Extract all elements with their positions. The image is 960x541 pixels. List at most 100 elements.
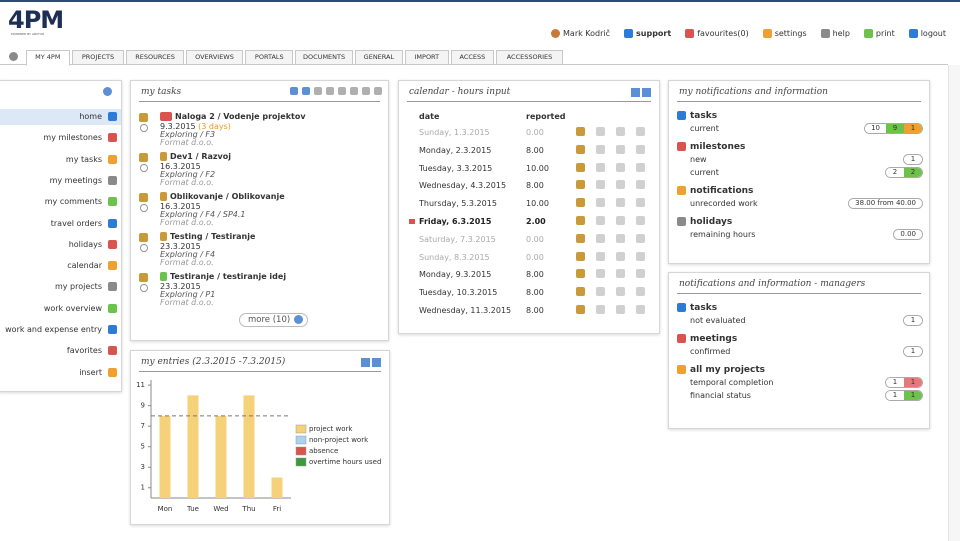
icon <box>636 251 645 261</box>
icon <box>677 142 686 151</box>
sidebar-item[interactable]: work and expense entry <box>0 322 121 338</box>
badge-value: 1 <box>904 378 922 387</box>
task-title[interactable]: Testiranje / testiranje idej <box>170 272 287 281</box>
row-date[interactable]: Tuesday, 10.3.2015 <box>419 288 498 298</box>
title-line <box>677 293 921 294</box>
sidebar-item[interactable]: my projects <box>0 279 121 295</box>
x-tick-label: Fri <box>273 505 281 513</box>
tab[interactable]: ACCESS <box>450 50 495 65</box>
user-text: Mark Kodrič <box>563 29 611 38</box>
tab[interactable]: PROJECTS <box>71 50 125 65</box>
sidebar-item[interactable]: insert <box>0 365 121 381</box>
badge: 1 <box>903 315 923 326</box>
icon <box>338 87 346 95</box>
tab[interactable]: IMPORT <box>405 50 449 65</box>
icon <box>576 162 585 172</box>
tab[interactable]: GENERAL <box>354 50 403 65</box>
badge-value: 9 <box>886 124 904 133</box>
header-link[interactable]: settings <box>762 29 807 38</box>
icon <box>762 29 772 38</box>
scrollbar[interactable] <box>948 65 960 541</box>
more-button[interactable]: more (10) <box>239 313 309 327</box>
row-date[interactable]: Monday, 2.3.2015 <box>419 145 492 155</box>
task-title[interactable]: Dev1 / Razvoj <box>170 152 232 161</box>
sidebar-item[interactable]: home <box>0 109 121 125</box>
row-label: current <box>690 124 719 133</box>
tab[interactable]: DOCUMENTS <box>295 50 353 65</box>
sidebar-label: favorites <box>66 346 102 356</box>
row-date[interactable]: Friday, 6.3.2015 <box>419 217 492 226</box>
sidebar-item[interactable]: favorites <box>0 343 121 359</box>
task-title[interactable]: Naloga 2 / Vodenje projektov <box>175 112 306 121</box>
icon <box>596 180 605 190</box>
task-item: Naloga 2 / Vodenje projektov 9.3.2015 (3 … <box>139 111 379 149</box>
header-link[interactable]: logout <box>908 29 946 38</box>
header-link[interactable]: favourites(0) <box>685 29 749 38</box>
sidebar-item[interactable]: my tasks <box>0 152 121 168</box>
sidebar-item[interactable]: work overview <box>0 301 121 317</box>
my-entries-panel: my entries (2.3.2015 -7.3.2015) 1 3 5 7 9 11 M… <box>130 350 390 525</box>
icon <box>908 29 918 38</box>
y-tick-label: 1 <box>141 484 145 492</box>
icon <box>576 287 585 297</box>
sidebar-item[interactable]: calendar <box>0 258 121 274</box>
user-name[interactable]: Mark Kodrič <box>551 29 610 38</box>
row-reported: 10.00 <box>526 163 549 173</box>
icon <box>636 287 645 297</box>
icon <box>314 87 322 95</box>
row-date[interactable]: Wednesday, 4.3.2015 <box>419 181 507 191</box>
expand-button[interactable] <box>140 124 148 132</box>
icon <box>677 186 686 195</box>
expand-button[interactable] <box>140 204 148 212</box>
sidebar-item[interactable]: my comments <box>0 194 121 210</box>
icon <box>108 133 117 143</box>
sidebar-toggle[interactable] <box>103 87 112 96</box>
task-item: Testiranje / testiranje idej 23.3.2015 Exp… <box>139 271 379 309</box>
icon <box>636 198 645 208</box>
section-title: holidays <box>690 217 733 227</box>
nav-buttons[interactable] <box>361 358 381 367</box>
row-date[interactable]: Wednesday, 11.3.2015 <box>419 306 512 315</box>
sidebar-item[interactable]: holidays <box>0 237 121 253</box>
badge-value: 1 <box>904 391 922 400</box>
row-date[interactable]: Thursday, 5.3.2015 <box>419 199 497 209</box>
icon <box>576 216 585 225</box>
header-link[interactable]: support <box>624 29 671 38</box>
row-date[interactable]: Monday, 9.3.2015 <box>419 270 492 280</box>
title-line <box>407 101 651 102</box>
icon <box>362 87 370 95</box>
row-date[interactable]: Sunday, 1.3.2015 <box>419 128 490 137</box>
date: 9.3.2015 <box>160 122 196 131</box>
header-link[interactable]: help <box>820 29 850 38</box>
expand-button[interactable] <box>140 244 148 252</box>
tab[interactable]: OVERVIEWS <box>185 50 244 65</box>
expand-button[interactable] <box>140 284 148 292</box>
logo[interactable]: 4PM POWERED BY ARCTUR <box>8 8 68 38</box>
tab[interactable]: ACCESSORIES <box>496 50 563 65</box>
task-title[interactable]: Oblikovanje / Oblikovanje <box>170 192 285 201</box>
tab[interactable]: MY 4PM <box>26 50 70 66</box>
expand-button[interactable] <box>140 164 148 172</box>
row-date[interactable]: Saturday, 7.3.2015 <box>419 234 496 244</box>
nav-buttons[interactable] <box>631 88 651 97</box>
icon <box>350 87 358 95</box>
section-title: tasks <box>690 111 718 121</box>
tab[interactable]: RESOURCES <box>126 50 184 65</box>
icon <box>160 272 167 281</box>
task-title[interactable]: Testing / Testiranje <box>170 232 256 241</box>
collapse-button[interactable] <box>9 52 18 61</box>
y-tick-label: 5 <box>141 443 145 451</box>
header-link[interactable]: print <box>863 29 895 38</box>
row-date[interactable]: Sunday, 8.3.2015 <box>419 252 490 262</box>
sidebar-item[interactable]: my meetings <box>0 173 121 189</box>
sidebar-item[interactable]: travel orders <box>0 216 121 232</box>
tab[interactable]: PORTALS <box>245 50 294 65</box>
row-date[interactable]: Tuesday, 3.3.2015 <box>419 163 493 173</box>
icon <box>616 144 625 154</box>
icon <box>677 217 686 226</box>
icon <box>636 233 645 243</box>
sidebar-item[interactable]: my milestones <box>0 130 121 146</box>
title-line <box>139 371 381 372</box>
